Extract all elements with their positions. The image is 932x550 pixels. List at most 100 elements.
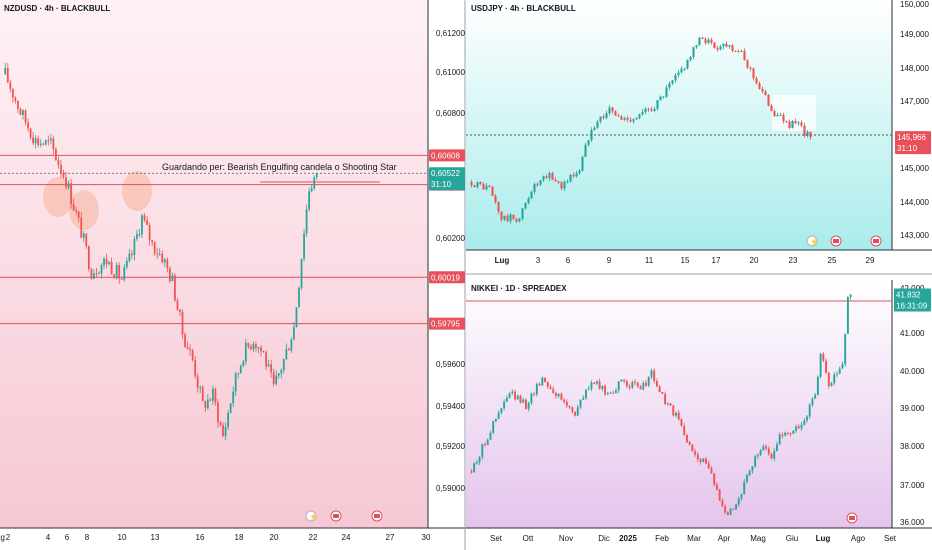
candle <box>623 118 626 120</box>
x-tick-label: Lug <box>816 534 831 543</box>
y-tick-label: 40.000 <box>900 367 925 376</box>
candle <box>822 353 825 361</box>
candle <box>541 377 544 386</box>
candle <box>701 37 704 39</box>
candle <box>677 412 680 420</box>
candle <box>625 381 628 387</box>
candle <box>34 138 37 144</box>
candle <box>103 258 105 266</box>
candle <box>497 412 500 419</box>
x-tick-label: 8 <box>85 533 90 542</box>
candle <box>665 87 668 97</box>
x-tick-label: 3 <box>536 256 541 265</box>
y-tick-label: 149,000 <box>900 30 929 39</box>
candle <box>191 350 194 360</box>
candle <box>557 393 560 397</box>
candle <box>115 265 118 278</box>
candle <box>846 297 849 334</box>
candle <box>491 187 494 196</box>
price-level-badge-text: 0,60019 <box>431 273 460 282</box>
y-tick-label: 144,000 <box>900 198 929 207</box>
candle <box>174 275 176 301</box>
candle <box>576 407 579 416</box>
lightning-icon[interactable] <box>305 510 317 522</box>
candle <box>500 408 503 413</box>
candle <box>515 218 518 222</box>
candle <box>645 382 647 386</box>
candle <box>113 274 116 278</box>
candle <box>14 97 17 101</box>
chart-pane-nzdusd[interactable]: Guardando per: Bearish Engulfing candela… <box>0 0 466 550</box>
candle <box>194 359 197 377</box>
candle <box>310 188 313 192</box>
y-tick-label: 37.000 <box>900 481 925 490</box>
candle <box>844 333 847 365</box>
candle <box>794 121 797 124</box>
candle <box>797 426 800 429</box>
candle <box>494 195 497 203</box>
candle <box>476 182 479 188</box>
candle <box>644 108 647 113</box>
event-icons[interactable]: ⚡ <box>806 235 882 247</box>
candle <box>784 432 787 436</box>
event-icons[interactable] <box>846 512 858 524</box>
chart-title: NZDUSD · 4h · BLACKBULL <box>4 4 110 13</box>
candle <box>87 246 90 270</box>
chart-pane-usdjpy[interactable]: USDJPY · 4h · BLACKBULL 150,000 149,000 14… <box>466 0 932 275</box>
candle <box>267 364 270 367</box>
x-tick-label: 15 <box>681 256 690 265</box>
candle <box>816 376 819 395</box>
candle <box>683 425 686 435</box>
current-price-badge-text: 0,60522 <box>431 169 460 178</box>
candle <box>519 395 522 403</box>
candle <box>571 407 574 412</box>
x-tick-label: 22 <box>309 533 318 542</box>
candle <box>773 110 776 117</box>
y-tick-label: 0,59000 <box>436 484 465 493</box>
candle <box>554 179 557 182</box>
candle <box>641 112 644 115</box>
x-tick-label: Lug <box>495 256 510 265</box>
candle <box>508 393 511 398</box>
candle <box>52 138 55 150</box>
candle <box>785 121 788 123</box>
lightning-icon[interactable] <box>806 235 818 247</box>
candle <box>260 347 262 351</box>
candle <box>138 234 141 236</box>
candle <box>609 392 612 394</box>
candle <box>552 388 555 394</box>
candle <box>199 387 202 389</box>
candle <box>298 287 300 308</box>
candle <box>803 420 806 425</box>
candle <box>239 365 242 373</box>
candle <box>22 110 24 115</box>
candle <box>265 352 267 367</box>
y-tick-label: 0,59600 <box>436 360 465 369</box>
event-icons[interactable]: ⚡ <box>305 510 383 522</box>
candle <box>250 346 252 350</box>
candle <box>724 506 727 513</box>
candle <box>752 68 755 79</box>
current-price-badge-text: 41.832 <box>896 291 921 300</box>
candle <box>27 122 29 129</box>
candle <box>201 387 204 402</box>
candle <box>95 273 98 275</box>
candle <box>105 258 108 264</box>
candle <box>699 459 702 462</box>
candle <box>70 183 72 205</box>
candle <box>237 372 240 374</box>
candle <box>653 370 656 381</box>
x-tick-label: 16 <box>196 533 205 542</box>
candle <box>479 182 482 184</box>
candle <box>705 458 707 464</box>
countdown-badge <box>895 142 931 155</box>
candle <box>585 389 587 398</box>
candle <box>530 191 533 199</box>
candle <box>536 184 539 186</box>
chart-pane-nikkei[interactable]: NIKKEI · 1D · SPREADEX 42.000 41.000 40.00… <box>466 280 932 550</box>
x-tick-label: Ott <box>523 534 534 543</box>
candle <box>677 72 680 76</box>
candle <box>548 173 551 179</box>
candle <box>563 399 566 403</box>
x-tick-label: 25 <box>828 256 837 265</box>
